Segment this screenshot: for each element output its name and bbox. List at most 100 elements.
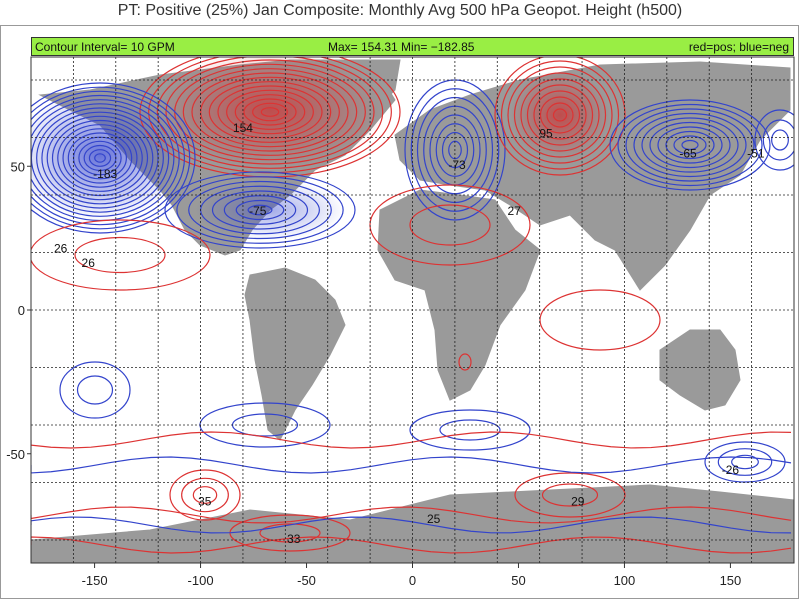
contour-value-label: -73 [448,158,466,172]
positive-contour [494,57,626,176]
positive-contour [208,81,332,143]
positive-contour [552,108,568,122]
contour-value-label: -183 [93,167,117,181]
negative-core-shading [195,180,345,240]
positive-contour [243,98,297,126]
positive-contour [500,60,620,170]
positive-contour [260,107,280,117]
positive-core-shading [510,70,610,160]
contour-value-label: -65 [679,147,697,161]
max-min-label: Max= 154.31 Min= −182.85 [328,40,475,54]
negative-contour [67,132,133,184]
contour-value-label: 95 [539,127,553,141]
positive-contour [191,72,349,152]
contour-value-label: 27 [508,204,522,218]
positive-contour [165,59,375,165]
longitude-ticks: -150 -100 -50 0 50 100 150 [82,563,742,588]
positive-contour [156,57,384,169]
negative-contour [235,199,285,221]
negative-contour [164,171,356,249]
positive-contour [507,66,613,164]
negative-contour [439,419,501,441]
negative-contour [717,448,773,476]
negative-contour [176,176,344,244]
positive-contour [539,96,581,134]
negative-contour [78,140,122,176]
x-tick-label: -50 [297,573,316,588]
negative-contour [731,454,759,470]
positive-contour [252,102,288,122]
negative-contour [76,375,114,405]
contour-labels: 154 -183 -75 -73 95 27 -65 -51 26 26 -26 35 29 25 33 [54,121,765,546]
negative-contour [31,456,792,474]
negative-contour [704,441,786,483]
positive-contour [192,486,218,504]
positive-contour [31,219,211,291]
negative-contour [410,88,500,212]
antarctica [31,484,794,563]
negative-contour [617,103,763,187]
negative-contour [633,112,747,178]
negative-contour [51,119,149,197]
positive-contour [74,236,166,274]
contour-value-label: 35 [198,495,212,509]
negative-contour [665,130,715,160]
negative-contour [609,99,771,191]
contour-value-label: 33 [287,532,301,546]
negative-contour [641,117,739,173]
negative-contour [247,204,273,216]
positive-contour [200,76,340,148]
x-tick-label: 50 [511,573,525,588]
contour-value-label: 26 [82,256,96,270]
positive-contour [259,523,321,543]
positive-contour [409,204,491,246]
south-america [244,267,346,441]
lat-lon-grid [31,57,794,563]
negative-contour [649,121,731,169]
negative-contour [681,139,699,151]
positive-contour [539,289,661,351]
x-tick-label: 150 [720,573,742,588]
negative-contour [223,195,297,225]
positive-contour [458,353,472,371]
africa [377,189,541,401]
positive-contour [546,102,574,128]
australia [659,329,741,411]
contour-value-label: -26 [722,463,740,477]
contour-value-label: -51 [747,147,765,161]
negative-contour [31,99,175,217]
negative-contour [657,126,723,164]
positive-contour [541,483,599,507]
contour-value-label: 25 [427,512,441,526]
negative-contour [94,153,106,163]
positive-contour [226,89,314,135]
x-tick-label: -150 [82,573,108,588]
x-tick-label: 0 [409,573,416,588]
negative-contour [88,149,112,167]
positive-contour [520,78,600,152]
contour-lines [31,57,794,554]
negative-contour [31,90,186,226]
info-bar: Contour Interval= 10 GPM Max= 154.31 Min… [31,37,794,56]
negative-contour [625,108,755,182]
positive-contour [31,506,792,524]
positive-contour [169,469,241,521]
positive-contour [31,431,792,449]
negative-contour [762,119,794,161]
positive-contour [533,90,587,140]
negative-contour [188,180,332,240]
positive-contour [526,84,594,146]
negative-contour [36,107,164,209]
negative-contour [31,82,196,234]
latitude-ticks: 50 0 -50 [6,159,31,462]
europe-asia [394,61,791,291]
positive-contour [514,472,626,518]
negative-contour [441,131,469,169]
contour-value-label: -75 [249,204,267,218]
contour-value-label: 29 [571,495,585,509]
negative-contour [31,516,792,534]
negative-contour [62,128,138,188]
contour-value-label: 26 [54,242,68,256]
x-tick-label: 100 [614,573,636,588]
